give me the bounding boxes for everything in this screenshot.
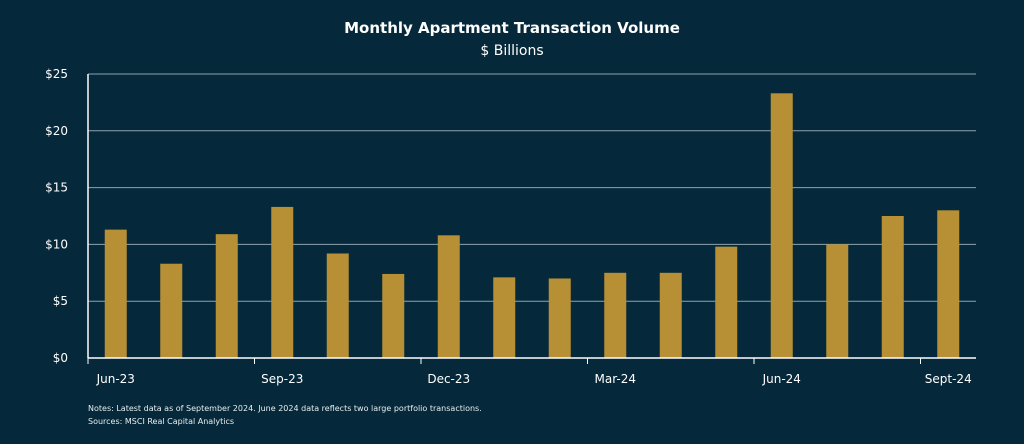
- bar-May-24: [715, 246, 738, 358]
- bar-Jun-24: [770, 93, 793, 358]
- x-tick-label: Jun-23: [96, 372, 135, 386]
- bar-Jun-23: [104, 229, 127, 358]
- bar-Oct-23: [326, 253, 349, 358]
- bar-Dec-23: [437, 235, 460, 358]
- y-tick-label: $25: [45, 67, 68, 81]
- x-tick-label: Sep-23: [261, 372, 303, 386]
- y-tick-label: $5: [53, 294, 68, 308]
- bar-Feb-24: [548, 278, 571, 358]
- notes-block: Notes: Latest data as of September 2024.…: [88, 402, 482, 428]
- bar-Aug-23: [215, 234, 238, 358]
- x-tick-label: Dec-23: [427, 372, 470, 386]
- bar-Jul-23: [160, 263, 183, 358]
- bar-Nov-23: [382, 273, 405, 358]
- sources-text: Sources: MSCI Real Capital Analytics: [88, 417, 235, 426]
- y-tick-label: $15: [45, 181, 68, 195]
- y-tick-label: $20: [45, 124, 68, 138]
- bar-Mar-24: [604, 272, 627, 358]
- notes-text: Notes: Latest data as of September 2024.…: [88, 404, 482, 413]
- y-tick-label: $10: [45, 237, 68, 251]
- chart-title: Monthly Apartment Transaction Volume: [344, 19, 680, 37]
- bar-Aug-24: [881, 216, 904, 358]
- bar-Sep-23: [271, 206, 294, 358]
- y-tick-label: $0: [53, 351, 68, 365]
- bar-Apr-24: [659, 272, 682, 358]
- x-tick-label: Sept-24: [925, 372, 972, 386]
- bar-Jan-24: [493, 277, 516, 358]
- x-tick-label: Jun-24: [762, 372, 801, 386]
- bar-Jul-24: [826, 244, 849, 358]
- bar-Sept-24: [937, 210, 960, 358]
- x-tick-label: Mar-24: [595, 372, 636, 386]
- chart-subtitle: $ Billions: [480, 43, 544, 59]
